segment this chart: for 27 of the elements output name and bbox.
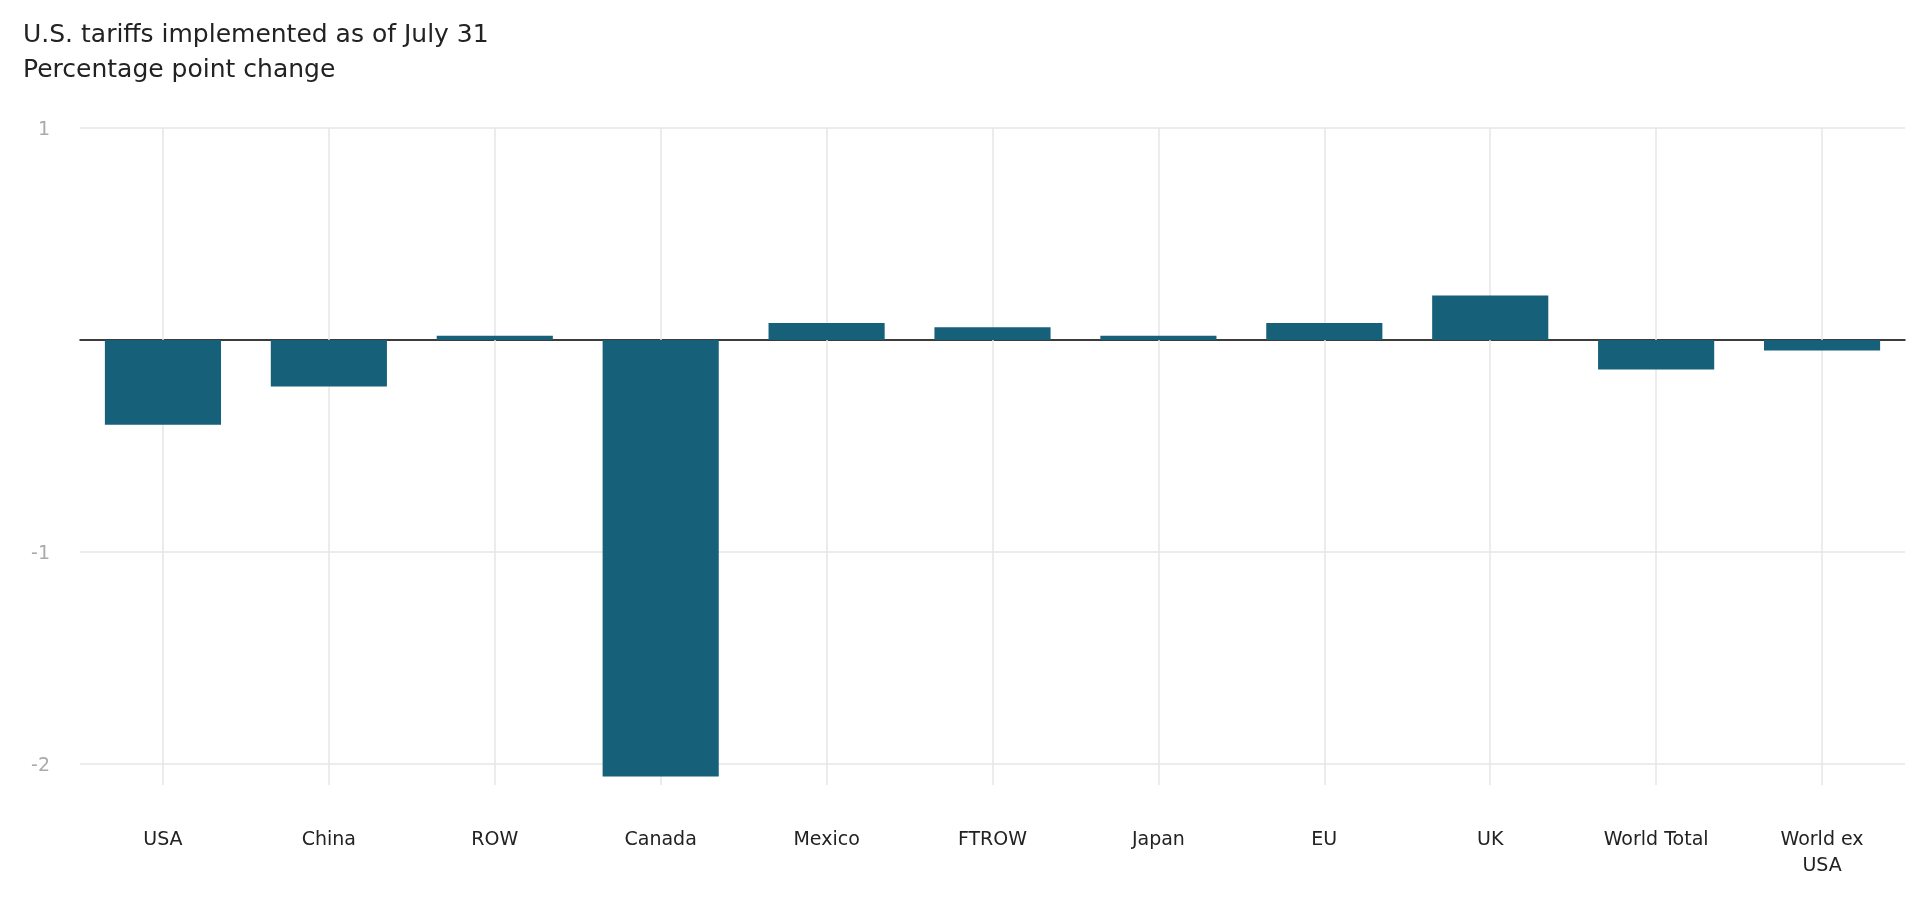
chart-title: U.S. tariffs implemented as of July 31 (23, 19, 489, 48)
x-tick-label: FTROW (957, 827, 1028, 849)
bar (270, 339, 387, 387)
x-tick-label: Mexico (793, 827, 860, 849)
x-tick-label: UK (1477, 827, 1504, 849)
x-tick-label: Canada (624, 827, 697, 849)
y-tick-label: -2 (31, 752, 50, 775)
bar (768, 322, 885, 340)
x-tick-label: World Total (1603, 827, 1709, 849)
x-tick-label: World ex USA (1780, 827, 1864, 875)
chart-subtitle: Percentage point change (23, 54, 336, 83)
x-tick-label: Japan (1130, 827, 1185, 849)
bar (1432, 295, 1549, 340)
x-tick-label: China (301, 827, 356, 849)
bar (104, 339, 222, 425)
bar (934, 327, 1051, 340)
bar (1100, 335, 1217, 340)
bar (602, 339, 719, 777)
x-tick-label: USA (143, 827, 183, 849)
bar (1266, 322, 1383, 340)
bar (436, 335, 553, 340)
y-tick-label: -1 (31, 540, 50, 563)
x-tick-label: EU (1311, 827, 1338, 849)
x-tick-label: ROW (471, 827, 519, 849)
bar (1763, 339, 1881, 351)
y-tick-label: 1 (37, 117, 50, 139)
bar (1598, 339, 1715, 370)
